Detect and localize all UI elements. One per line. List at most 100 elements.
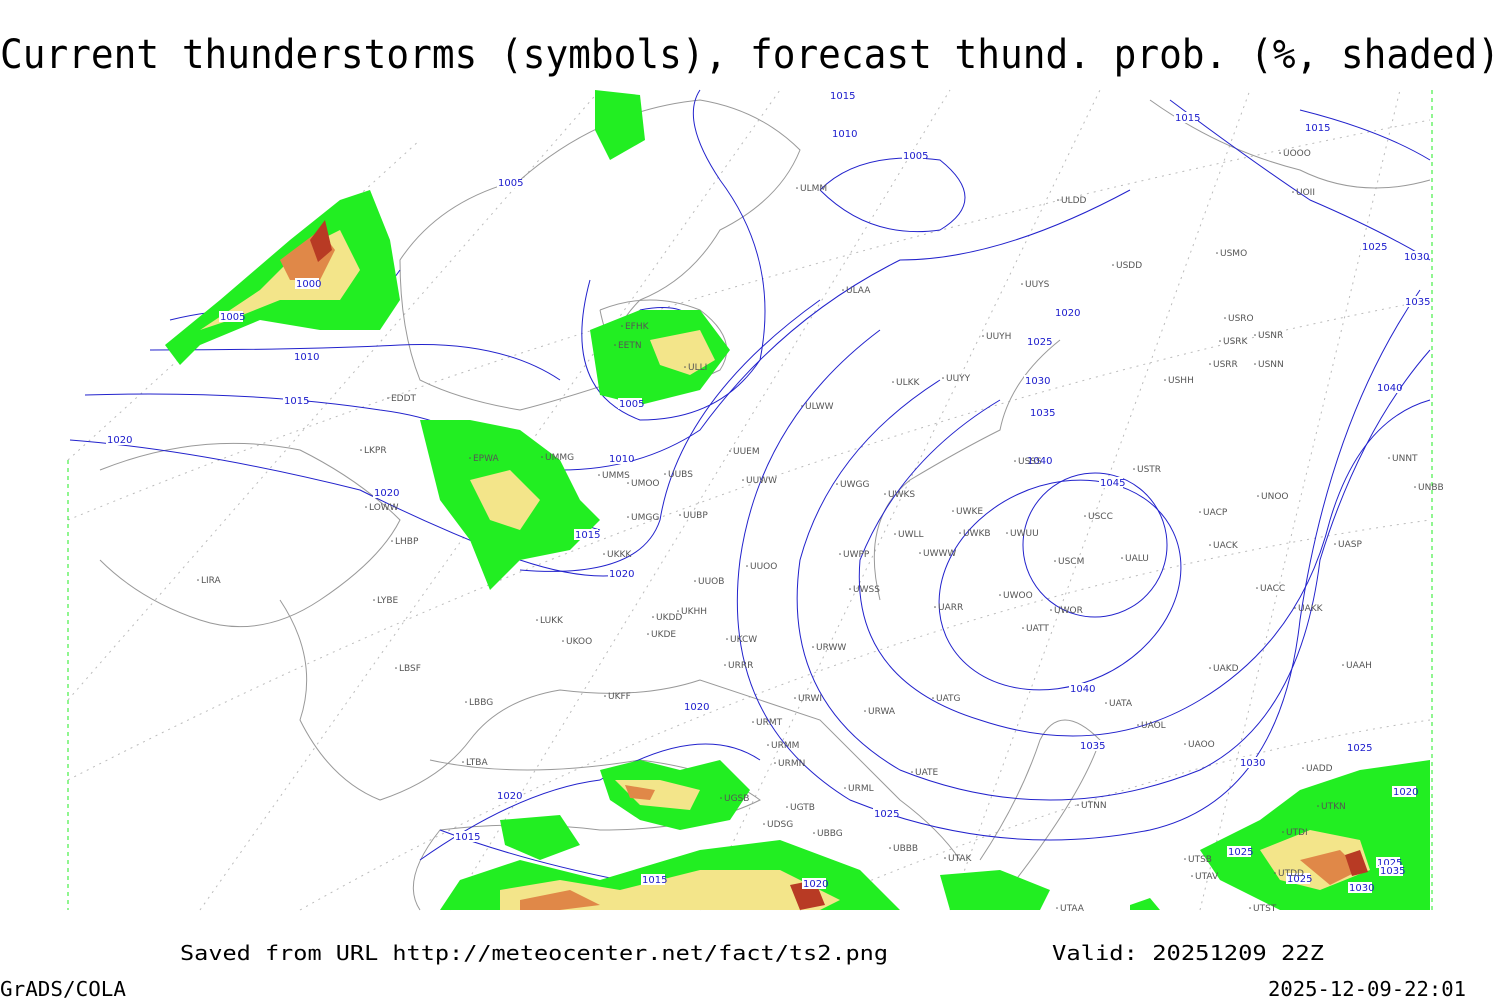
- station-label: UAOL: [1141, 721, 1166, 731]
- station-dot: [849, 588, 851, 590]
- station-label: UWKE: [956, 507, 983, 517]
- station-label: UUWW: [746, 476, 777, 486]
- isobar-label-bg: [1376, 382, 1400, 393]
- station-label: UUBS: [668, 470, 693, 480]
- station-dot: [1014, 460, 1016, 462]
- station-dot: [1334, 543, 1336, 545]
- software-credit: GrADS/COLA: [0, 977, 126, 1000]
- isobar-label: 1020: [803, 879, 828, 890]
- station-dot: [1254, 363, 1256, 365]
- isobar-label-bg: [283, 395, 307, 406]
- isobar-label: 1030: [1025, 376, 1050, 387]
- isobar-label: 1040: [1027, 456, 1052, 467]
- isobar-label: 1035: [1080, 741, 1105, 752]
- station-dot: [1022, 627, 1024, 629]
- station-label: UUBP: [683, 511, 708, 521]
- station-dot: [1342, 664, 1344, 666]
- station-label: EDDT: [391, 394, 417, 404]
- station-label: UUYY: [946, 374, 971, 384]
- station-dot: [746, 565, 748, 567]
- isobar-label: 1005: [498, 178, 523, 189]
- station-dot: [839, 553, 841, 555]
- station-label: UTAV: [1195, 872, 1219, 882]
- isobar-label-bg: [1392, 786, 1416, 797]
- station-dot: [1112, 264, 1114, 266]
- isobar-label-bg: [293, 351, 317, 362]
- station-label: ULAA: [846, 286, 871, 296]
- station-label: UTST: [1253, 904, 1277, 914]
- isobar-label-bg: [608, 453, 632, 464]
- isobar-label: 1005: [220, 312, 245, 323]
- station-label: UADD: [1306, 764, 1333, 774]
- station-dot: [1105, 702, 1107, 704]
- isobar-label-bg: [683, 701, 707, 712]
- station-label: UTKN: [1321, 802, 1346, 812]
- station-label: UTAA: [1060, 904, 1085, 914]
- source-url: Saved from URL http://meteocenter.net/fa…: [180, 941, 888, 965]
- map-frame: [67, 89, 1433, 911]
- station-label: UWOO: [1003, 591, 1033, 601]
- station-dot: [1282, 831, 1284, 833]
- isobar-label: 1020: [107, 435, 132, 446]
- station-dot: [677, 610, 679, 612]
- isobar-label: 1015: [455, 832, 480, 843]
- station-dot: [752, 721, 754, 723]
- station-dot: [621, 325, 623, 327]
- station-label: LOWW: [369, 503, 399, 513]
- station-label: USRR: [1213, 360, 1238, 370]
- station-label: LKPR: [364, 446, 387, 456]
- station-label: UWPP: [843, 550, 870, 560]
- station-label: UWGG: [840, 480, 869, 490]
- station-dot: [541, 456, 543, 458]
- isobar-label-bg: [1099, 477, 1123, 488]
- station-dot: [864, 710, 866, 712]
- station-label: UWUU: [1010, 529, 1039, 539]
- map-title: Current thunderstorms (symbols), forecas…: [0, 32, 1500, 78]
- thunderstorm-probability: [165, 90, 1430, 910]
- station-dot: [1184, 858, 1186, 860]
- station-label: UACK: [1213, 541, 1239, 551]
- isobar-label: 1025: [1377, 858, 1402, 869]
- isobar-label-bg: [831, 128, 855, 139]
- isobar-label: 1035: [1030, 408, 1055, 419]
- isobar-label: 1030: [1240, 758, 1265, 769]
- isobar-label: 1025: [1362, 242, 1387, 253]
- isobar-label: 1015: [1305, 123, 1330, 134]
- station-dot: [598, 474, 600, 476]
- isobar-label-bg: [802, 878, 826, 889]
- isobar-label: 1005: [619, 399, 644, 410]
- isobar-label: 1015: [830, 91, 855, 102]
- station-label: USNR: [1258, 331, 1283, 341]
- station-label: UKCW: [730, 635, 757, 645]
- station-dot: [360, 449, 362, 451]
- isobar-label-bg: [829, 90, 853, 101]
- station-label: USNN: [1258, 360, 1284, 370]
- station-dot: [1057, 199, 1059, 201]
- station-label: LBSF: [399, 664, 421, 674]
- station-dot: [786, 806, 788, 808]
- station-dot: [1133, 468, 1135, 470]
- station-label: USCC: [1088, 512, 1113, 522]
- station-dot: [796, 187, 798, 189]
- station-label: UATT: [1026, 624, 1049, 634]
- station-dot: [465, 701, 467, 703]
- isobar-label-bg: [454, 831, 478, 842]
- isobar-label: 1040: [1377, 383, 1402, 394]
- isobar-label-bg: [1026, 336, 1050, 347]
- isobar-label-bg: [1024, 375, 1048, 386]
- isobar-label: 1025: [1228, 847, 1253, 858]
- station-label: UUOO: [750, 562, 777, 572]
- station-dot: [884, 493, 886, 495]
- station-label: LBBG: [469, 698, 493, 708]
- station-dot: [1209, 544, 1211, 546]
- station-label: UUEM: [733, 447, 760, 457]
- station-dot: [812, 646, 814, 648]
- isobar-label-bg: [219, 311, 243, 322]
- isobar-label-bg: [1403, 251, 1427, 262]
- isobar-label-bg: [1348, 882, 1372, 893]
- station-label: UACC: [1260, 584, 1285, 594]
- station-label: URML: [848, 784, 874, 794]
- station-label: UACP: [1203, 508, 1228, 518]
- station-dot: [729, 450, 731, 452]
- valid-time: Valid: 20251209 22Z: [1052, 941, 1324, 965]
